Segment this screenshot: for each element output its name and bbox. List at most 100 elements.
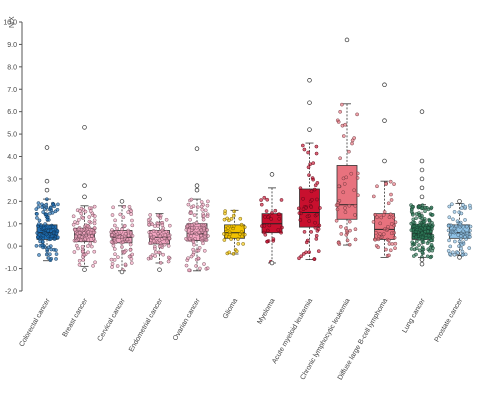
axes: 10.0 9.0 8.0 7.0 6.0 5.0 4.0 3.0 2.0 1.0 0.0 -1.0 -2… bbox=[3, 20, 23, 296]
data-point bbox=[87, 219, 92, 224]
data-point bbox=[356, 193, 360, 198]
data-point bbox=[77, 258, 82, 263]
data-point bbox=[162, 242, 167, 247]
box-group bbox=[184, 146, 210, 273]
data-point bbox=[461, 203, 465, 207]
data-point bbox=[109, 257, 114, 262]
data-point bbox=[382, 210, 387, 214]
data-point bbox=[428, 255, 433, 260]
data-point bbox=[379, 215, 384, 220]
data-point bbox=[411, 217, 416, 222]
data-point bbox=[109, 240, 114, 244]
data-point bbox=[83, 209, 88, 214]
data-point bbox=[167, 223, 172, 228]
data-point bbox=[192, 213, 197, 217]
data-point bbox=[82, 253, 87, 257]
data-point bbox=[92, 214, 97, 218]
data-point bbox=[41, 236, 45, 241]
outlier-point bbox=[82, 194, 87, 200]
data-point bbox=[241, 242, 245, 246]
data-point bbox=[426, 247, 431, 252]
data-point bbox=[110, 233, 114, 237]
data-point bbox=[129, 209, 134, 213]
data-point bbox=[226, 226, 230, 231]
outlier-point bbox=[419, 261, 425, 267]
data-point bbox=[430, 227, 434, 231]
data-point bbox=[451, 217, 455, 222]
data-point bbox=[352, 188, 356, 193]
data-point bbox=[410, 207, 414, 212]
data-point bbox=[344, 175, 349, 180]
outlier-point bbox=[119, 199, 125, 204]
data-point bbox=[310, 197, 314, 202]
data-point bbox=[298, 186, 303, 191]
data-point bbox=[91, 230, 96, 235]
data-point bbox=[236, 237, 240, 241]
outlier-point bbox=[82, 183, 87, 188]
outlier-point bbox=[344, 37, 350, 43]
data-point bbox=[309, 205, 314, 209]
data-point bbox=[123, 232, 128, 236]
data-point bbox=[77, 230, 82, 235]
data-point bbox=[417, 223, 422, 228]
category-label: Acute myeloid leukemia bbox=[271, 297, 314, 365]
data-point bbox=[236, 241, 241, 246]
data-point bbox=[71, 214, 76, 219]
data-point bbox=[297, 211, 302, 215]
data-point bbox=[164, 217, 169, 222]
data-point bbox=[279, 198, 284, 202]
data-point bbox=[126, 233, 131, 238]
data-point bbox=[40, 243, 45, 248]
outlier-point bbox=[457, 255, 462, 260]
data-point bbox=[306, 150, 310, 155]
data-point bbox=[468, 228, 472, 233]
data-point bbox=[201, 217, 206, 222]
data-point bbox=[37, 218, 42, 223]
data-point bbox=[166, 244, 171, 248]
data-point bbox=[49, 247, 54, 252]
data-point bbox=[338, 224, 343, 229]
data-point bbox=[308, 162, 312, 167]
data-point bbox=[316, 249, 321, 253]
data-point bbox=[120, 235, 124, 239]
data-point bbox=[355, 176, 360, 180]
data-point bbox=[381, 232, 386, 236]
data-point bbox=[388, 179, 393, 184]
data-point bbox=[161, 252, 165, 257]
data-point bbox=[262, 195, 267, 200]
data-point bbox=[201, 214, 206, 218]
data-point bbox=[392, 235, 397, 240]
data-point bbox=[459, 234, 464, 238]
data-point bbox=[298, 218, 303, 222]
data-point bbox=[456, 251, 460, 255]
data-point bbox=[468, 203, 472, 208]
data-point bbox=[315, 197, 319, 202]
data-point bbox=[44, 212, 49, 217]
data-point bbox=[115, 264, 120, 268]
box-group bbox=[446, 199, 473, 260]
data-point bbox=[222, 238, 227, 242]
data-point bbox=[463, 204, 468, 209]
data-point bbox=[35, 231, 40, 235]
data-point bbox=[56, 235, 60, 240]
data-point bbox=[48, 252, 52, 257]
data-point bbox=[389, 198, 394, 202]
data-point bbox=[48, 225, 53, 229]
data-point bbox=[114, 230, 118, 234]
data-point bbox=[87, 206, 92, 210]
data-point bbox=[147, 222, 151, 227]
outlier-point bbox=[307, 127, 312, 132]
data-point bbox=[93, 239, 97, 244]
data-point bbox=[423, 209, 427, 214]
data-point bbox=[156, 224, 160, 228]
data-point bbox=[80, 249, 85, 254]
data-point bbox=[130, 234, 135, 238]
data-point bbox=[120, 245, 124, 249]
data-point bbox=[393, 241, 398, 246]
data-point bbox=[37, 253, 41, 257]
data-point bbox=[45, 247, 49, 252]
data-point bbox=[314, 233, 319, 238]
data-point bbox=[414, 229, 419, 234]
data-point bbox=[373, 237, 378, 242]
outlier-point bbox=[269, 260, 275, 266]
